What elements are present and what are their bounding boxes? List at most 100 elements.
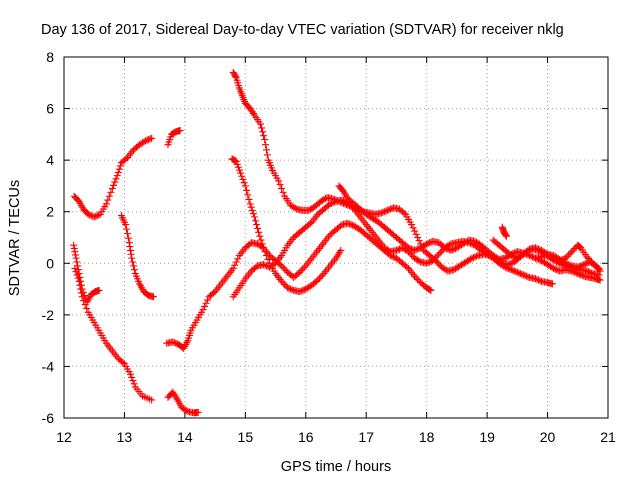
series-arc-2 xyxy=(164,126,184,149)
data-point-marker xyxy=(556,257,564,265)
data-point-marker xyxy=(583,253,591,261)
data-point-marker xyxy=(527,252,535,260)
data-point-marker xyxy=(263,151,271,159)
data-point-marker xyxy=(229,264,237,272)
data-point-marker xyxy=(312,277,320,285)
data-point-marker xyxy=(513,268,521,276)
data-point-marker xyxy=(414,234,422,241)
data-point-marker xyxy=(126,370,134,378)
y-axis-label: SDTVAR / TECUs xyxy=(7,180,23,296)
data-point-marker xyxy=(232,72,240,80)
data-point-marker xyxy=(426,258,434,266)
data-point-marker xyxy=(403,263,411,271)
x-tick-label: 18 xyxy=(419,429,435,445)
data-point-marker xyxy=(170,339,178,347)
data-point-marker xyxy=(77,285,85,293)
data-point-marker xyxy=(506,265,514,273)
data-point-marker xyxy=(411,272,419,280)
series-arc-3 xyxy=(70,241,103,306)
data-point-marker xyxy=(534,245,542,253)
data-point-marker xyxy=(377,209,385,217)
data-point-marker xyxy=(344,219,352,227)
data-point-marker xyxy=(182,407,190,415)
data-point-marker xyxy=(299,265,307,273)
data-point-marker xyxy=(414,275,422,283)
data-point-marker xyxy=(264,255,272,263)
data-point-marker xyxy=(512,268,520,276)
data-point-marker xyxy=(338,196,346,204)
data-point-marker xyxy=(553,255,561,263)
data-point-marker xyxy=(234,163,242,171)
data-point-marker xyxy=(93,212,101,220)
data-point-marker xyxy=(259,128,267,136)
data-point-marker xyxy=(314,276,322,284)
data-point-marker xyxy=(568,248,576,256)
y-tick-label: 4 xyxy=(46,152,54,168)
data-point-marker xyxy=(566,249,574,257)
y-tick-label: -4 xyxy=(42,358,55,374)
data-point-marker xyxy=(232,258,240,266)
data-point-marker xyxy=(86,211,94,219)
data-point-marker xyxy=(253,221,261,229)
data-point-marker xyxy=(405,244,413,252)
data-point-marker xyxy=(337,222,345,230)
data-point-marker xyxy=(102,200,110,208)
data-point-marker xyxy=(386,205,394,213)
data-point-marker xyxy=(251,217,259,225)
data-point-marker xyxy=(252,263,260,271)
data-point-marker xyxy=(235,166,243,174)
data-point-marker xyxy=(536,256,544,264)
data-point-marker xyxy=(81,301,89,309)
data-point-marker xyxy=(107,188,115,196)
data-point-marker xyxy=(500,262,508,270)
data-point-marker xyxy=(113,172,121,180)
data-point-marker xyxy=(75,277,83,285)
x-tick-label: 17 xyxy=(358,429,374,445)
data-point-marker xyxy=(275,177,283,185)
data-point-marker xyxy=(330,198,338,206)
series-arc-7 xyxy=(163,219,435,352)
data-point-marker xyxy=(441,244,449,252)
data-point-marker xyxy=(427,286,435,294)
x-tick-label: 16 xyxy=(298,429,314,445)
data-point-marker xyxy=(78,293,86,301)
data-point-marker xyxy=(204,296,212,304)
data-point-marker xyxy=(76,281,84,289)
data-point-marker xyxy=(392,246,400,254)
data-point-marker xyxy=(318,271,326,279)
data-point-marker xyxy=(129,258,137,266)
data-point-marker xyxy=(559,255,567,263)
data-point-marker xyxy=(400,209,408,217)
data-point-marker xyxy=(149,293,157,301)
series-arc-8 xyxy=(228,155,345,296)
data-point-marker xyxy=(442,244,450,252)
data-point-marker xyxy=(95,211,103,219)
data-point-marker xyxy=(524,246,532,254)
data-point-marker xyxy=(279,188,287,196)
axis-ticks: 12 13 14 15 16 17 18 19 20 21 -6 -4 -2 0 2 4 6 8 xyxy=(42,49,616,445)
series-arc-14 xyxy=(498,223,510,240)
data-point-marker xyxy=(248,206,256,214)
data-point-marker xyxy=(536,277,544,285)
data-point-marker xyxy=(423,259,431,267)
data-point-marker xyxy=(406,244,414,252)
data-point-marker xyxy=(245,195,253,203)
data-point-marker xyxy=(571,244,579,252)
data-point-marker xyxy=(231,157,239,165)
data-point-marker xyxy=(553,266,561,274)
data-point-marker xyxy=(326,200,334,208)
data-point-marker xyxy=(146,135,154,143)
data-point-marker xyxy=(426,286,434,294)
data-point-marker xyxy=(72,254,80,262)
data-point-marker xyxy=(239,175,247,183)
data-point-marker xyxy=(259,244,267,252)
data-point-marker xyxy=(516,270,524,278)
data-point-marker xyxy=(70,244,78,252)
data-point-marker xyxy=(424,239,432,247)
data-point-marker xyxy=(279,279,287,287)
data-point-marker xyxy=(572,269,580,277)
data-point-marker xyxy=(258,124,266,132)
data-point-marker xyxy=(234,255,242,263)
data-point-marker xyxy=(421,241,429,249)
data-point-marker xyxy=(124,234,132,242)
